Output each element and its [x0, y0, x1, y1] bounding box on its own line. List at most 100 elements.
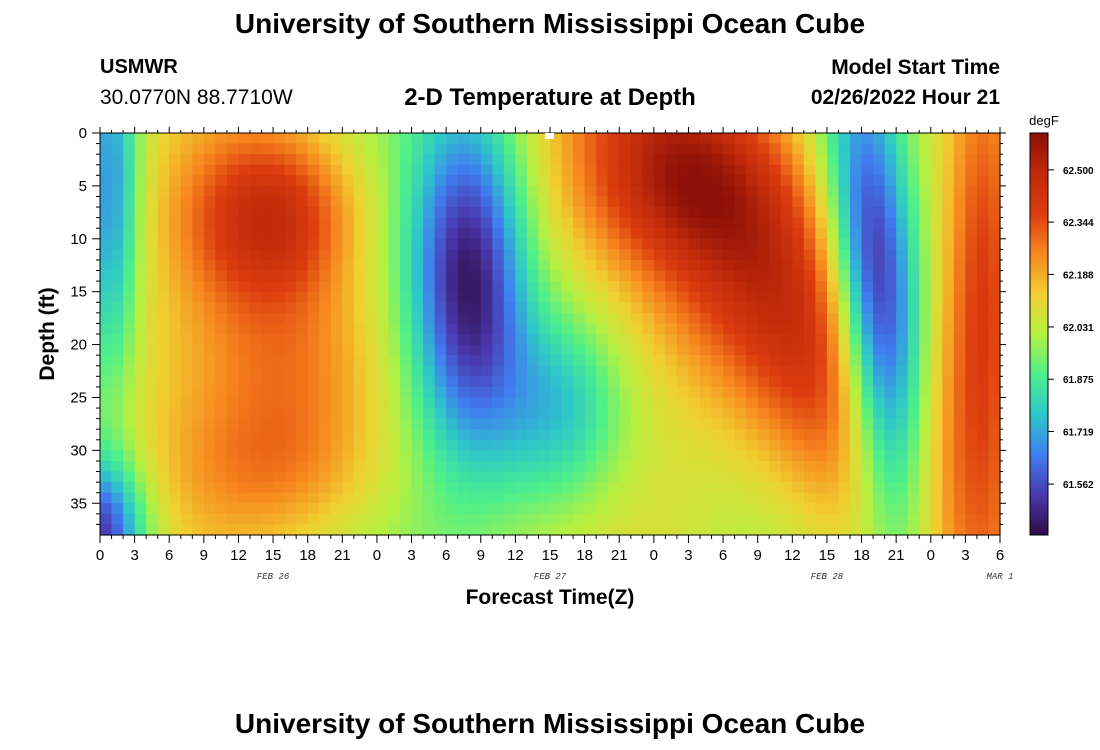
heatmap-cell: [896, 133, 909, 145]
heatmap-cell: [803, 281, 816, 293]
heatmap-cell: [711, 450, 724, 462]
heatmap-cell: [792, 154, 805, 166]
heatmap-cell: [896, 259, 909, 272]
heatmap-cell: [953, 217, 966, 229]
heatmap-cell: [215, 344, 228, 356]
heatmap-cell: [515, 397, 528, 409]
heatmap-cell: [723, 302, 736, 314]
heatmap-cell: [746, 513, 759, 526]
heatmap-cell: [411, 154, 424, 166]
heatmap-cell: [480, 334, 493, 346]
heatmap-cell: [376, 503, 390, 515]
heatmap-cell: [653, 397, 666, 409]
heatmap-cell: [261, 175, 274, 187]
heatmap-cell: [896, 217, 909, 229]
heatmap-cell: [942, 439, 955, 451]
heatmap-cell: [376, 524, 390, 536]
heatmap-cell: [330, 471, 343, 483]
heatmap-cell: [757, 397, 770, 409]
heatmap-cell: [319, 281, 332, 293]
heatmap-cell: [642, 281, 655, 293]
heatmap-cell: [607, 386, 620, 399]
heatmap-cell: [330, 302, 343, 314]
heatmap-cell: [850, 334, 863, 346]
heatmap-cell: [157, 524, 170, 536]
heatmap-cell: [803, 482, 816, 494]
heatmap-cell: [538, 249, 551, 261]
heatmap-cell: [457, 418, 470, 430]
heatmap-cell: [815, 270, 828, 282]
heatmap-cell: [111, 429, 124, 441]
heatmap-cell: [700, 312, 713, 325]
x-tick-label: 9: [200, 547, 208, 564]
heatmap-cell: [526, 154, 540, 166]
heatmap-cell: [942, 365, 955, 377]
heatmap-cell: [619, 196, 632, 208]
heatmap-cell: [307, 196, 320, 208]
heatmap-cell: [953, 185, 966, 198]
heatmap-cell: [365, 460, 378, 473]
heatmap-cell: [746, 344, 759, 356]
heatmap-cell: [503, 492, 516, 504]
heatmap-cell: [273, 270, 286, 282]
heatmap-cell: [273, 503, 286, 515]
heatmap-cell: [215, 482, 228, 494]
heatmap-cell: [423, 175, 436, 187]
heatmap-cell: [261, 196, 274, 208]
heatmap-cell: [469, 482, 482, 494]
heatmap-cell: [319, 397, 332, 409]
heatmap-cell: [446, 207, 459, 219]
heatmap-cell: [550, 492, 563, 504]
heatmap-cell: [988, 228, 1001, 240]
heatmap-cell: [111, 281, 124, 293]
heatmap-cell: [700, 323, 713, 335]
heatmap-cell: [861, 196, 874, 208]
heatmap-cell: [573, 143, 586, 155]
heatmap-cell: [665, 334, 678, 346]
heatmap-cell: [284, 513, 297, 526]
heatmap-cell: [146, 133, 159, 145]
heatmap-cell: [711, 503, 724, 515]
heatmap-cell: [896, 524, 909, 536]
heatmap-cell: [238, 492, 251, 504]
heatmap-cell: [400, 249, 413, 261]
heatmap-cell: [296, 439, 309, 451]
heatmap-cell: [930, 460, 943, 473]
heatmap-cell: [930, 175, 943, 187]
heatmap-cell: [596, 524, 609, 536]
heatmap-cell: [630, 154, 643, 166]
heatmap-cell: [907, 154, 920, 166]
heatmap-cell: [884, 228, 897, 240]
heatmap-cell: [353, 217, 366, 229]
heatmap-cell: [700, 524, 713, 536]
heatmap-cell: [861, 270, 874, 282]
heatmap-cell: [976, 386, 990, 399]
heatmap-cell: [826, 334, 840, 346]
heatmap-cell: [826, 386, 840, 399]
heatmap-cell: [976, 408, 990, 420]
heatmap-cell: [965, 217, 978, 229]
heatmap-cell: [111, 143, 124, 155]
x-tick-label: 15: [819, 547, 836, 564]
heatmap-cell: [907, 133, 920, 145]
heatmap-cell: [861, 143, 874, 155]
heatmap-cell: [596, 164, 609, 176]
heatmap-cell: [192, 228, 205, 240]
heatmap-cell: [411, 133, 424, 145]
heatmap-cell: [723, 175, 736, 187]
heatmap-cell: [492, 397, 505, 409]
heatmap-cell: [619, 249, 632, 261]
heatmap-cell: [376, 154, 390, 166]
heatmap-cell: [365, 492, 378, 504]
heatmap-cell: [261, 418, 274, 430]
heatmap-cell: [838, 249, 851, 261]
heatmap-cell: [515, 334, 528, 346]
heatmap-cell: [446, 471, 459, 483]
heatmap-cell: [238, 228, 251, 240]
heatmap-cell: [861, 302, 874, 314]
heatmap-cell: [100, 217, 113, 229]
colorbar-tick-label: 62.031: [1063, 323, 1094, 334]
heatmap-cell: [642, 492, 655, 504]
heatmap-cell: [203, 471, 216, 483]
